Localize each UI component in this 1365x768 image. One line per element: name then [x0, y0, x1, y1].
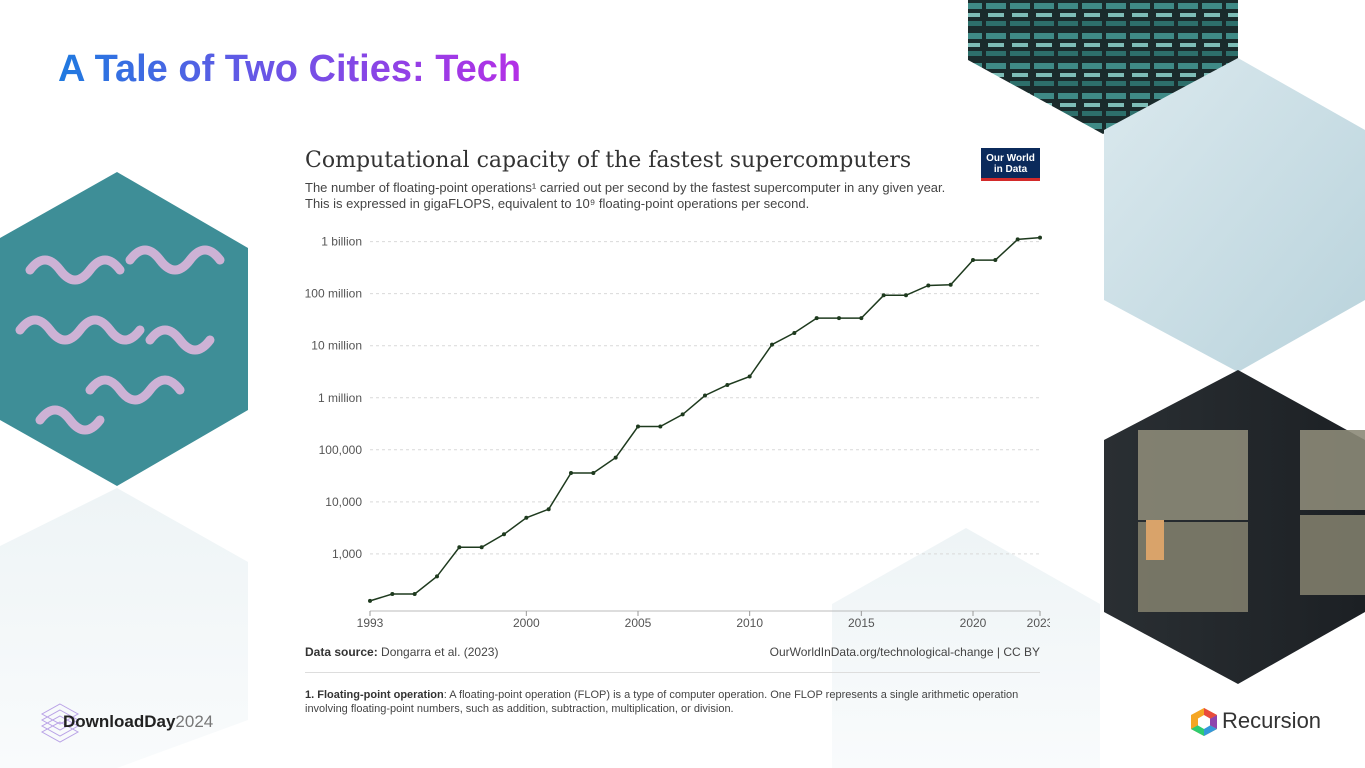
data-point-2020 [971, 258, 975, 263]
owid-logo-badge[interactable]: Our World in Data [981, 148, 1040, 181]
data-point-2014 [837, 316, 841, 321]
data-point-2008 [703, 393, 707, 398]
footnote-text: : A floating-point operation (FLOP) is a… [305, 689, 1019, 715]
data-point-2015 [859, 316, 864, 321]
data-point-1995 [412, 591, 417, 596]
downloadday-name: DownloadDay [63, 712, 176, 731]
data-point-2001 [546, 507, 551, 512]
data-point-2019 [948, 282, 953, 287]
x-tick-label-4: 2015 [848, 616, 875, 630]
data-point-2012 [792, 330, 797, 335]
protein-structure-hexagon [0, 172, 248, 486]
chart-title: Computational capacity of the fastest su… [305, 148, 912, 173]
data-point-2004 [613, 455, 618, 460]
data-point-1997 [457, 545, 462, 550]
x-tick-label-3: 2010 [736, 616, 763, 630]
owid-logo-line-2: in Data [993, 164, 1028, 175]
data-point-2011 [770, 342, 774, 347]
data-point-2018 [926, 283, 931, 288]
data-point-2005 [636, 424, 640, 429]
y-tick-label-1: 10,000 [325, 495, 362, 509]
owid-logo-line-1: Our World [986, 153, 1035, 164]
y-tick-label-6: 1 billion [321, 235, 362, 249]
footer-divider [305, 672, 1040, 673]
downloadday-logo-icon [40, 703, 80, 743]
data-point-1998 [479, 545, 484, 550]
y-tick-label-4: 10 million [311, 339, 362, 353]
data-point-1999 [502, 532, 506, 537]
downloadday-brand: DownloadDay2024 [63, 712, 213, 732]
data-point-2010 [747, 374, 752, 379]
data-point-2009 [725, 382, 730, 387]
chart-subtitle: The number of floating-point operations¹… [305, 180, 945, 212]
pale-hexagon-left [0, 488, 248, 768]
y-tick-label-5: 100 million [305, 287, 362, 301]
data-point-1994 [390, 591, 395, 596]
data-point-2013 [814, 316, 819, 321]
line-chart: 1,000 10,000 100,000 1 million 10 million 100… [305, 235, 1050, 630]
data-point-2021 [993, 258, 998, 263]
data-source-label: Data source: [305, 645, 378, 659]
slide-title: A Tale of Two Cities: Tech [58, 48, 522, 90]
y-tick-label-0: 1,000 [332, 547, 362, 561]
downloadday-year: 2024 [175, 712, 214, 731]
y-tick-label-2: 100,000 [319, 443, 363, 457]
data-source-value: Dongarra et al. (2023) [381, 645, 499, 659]
chart-credit-link[interactable]: OurWorldInData.org/technological-change … [769, 645, 1040, 659]
recursion-brand: Recursion [1222, 708, 1322, 733]
data-source: Data source: Dongarra et al. (2023) [305, 645, 498, 659]
footnote-term: 1. Floating-point operation [305, 689, 444, 701]
series-line [369, 236, 1041, 602]
data-point-2017 [904, 293, 908, 298]
data-point-2022 [1015, 237, 1020, 242]
data-point-2006 [658, 424, 663, 429]
footnote: 1. Floating-point operation: A floating-… [305, 688, 1040, 716]
x-tick-label-6: 2023 [1027, 616, 1050, 630]
y-tick-label-3: 1 million [318, 391, 362, 405]
ice-texture-hexagon [1104, 58, 1365, 372]
x-tick-label-5: 2020 [960, 616, 987, 630]
server-rack-photo-hexagon [968, 0, 1238, 134]
x-tick-label-0: 1993 [357, 616, 384, 630]
data-point-2023 [1038, 235, 1042, 240]
pale-hexagon-bottom [832, 528, 1100, 768]
chart-subtitle-line-2: This is expressed in gigaFLOPS, equivale… [305, 196, 810, 211]
x-tick-label-1: 2000 [513, 616, 540, 630]
x-tick-label-2: 2005 [625, 616, 652, 630]
data-point-2000 [524, 515, 529, 520]
data-point-2007 [680, 412, 685, 417]
chart-subtitle-line-1: The number of floating-point operations¹… [305, 180, 946, 195]
data-point-2016 [881, 293, 886, 298]
data-point-1996 [435, 574, 439, 579]
data-point-2002 [569, 470, 573, 475]
data-point-1993 [368, 598, 372, 603]
recursion-logo-icon [1191, 708, 1217, 736]
data-point-2003 [591, 470, 596, 475]
